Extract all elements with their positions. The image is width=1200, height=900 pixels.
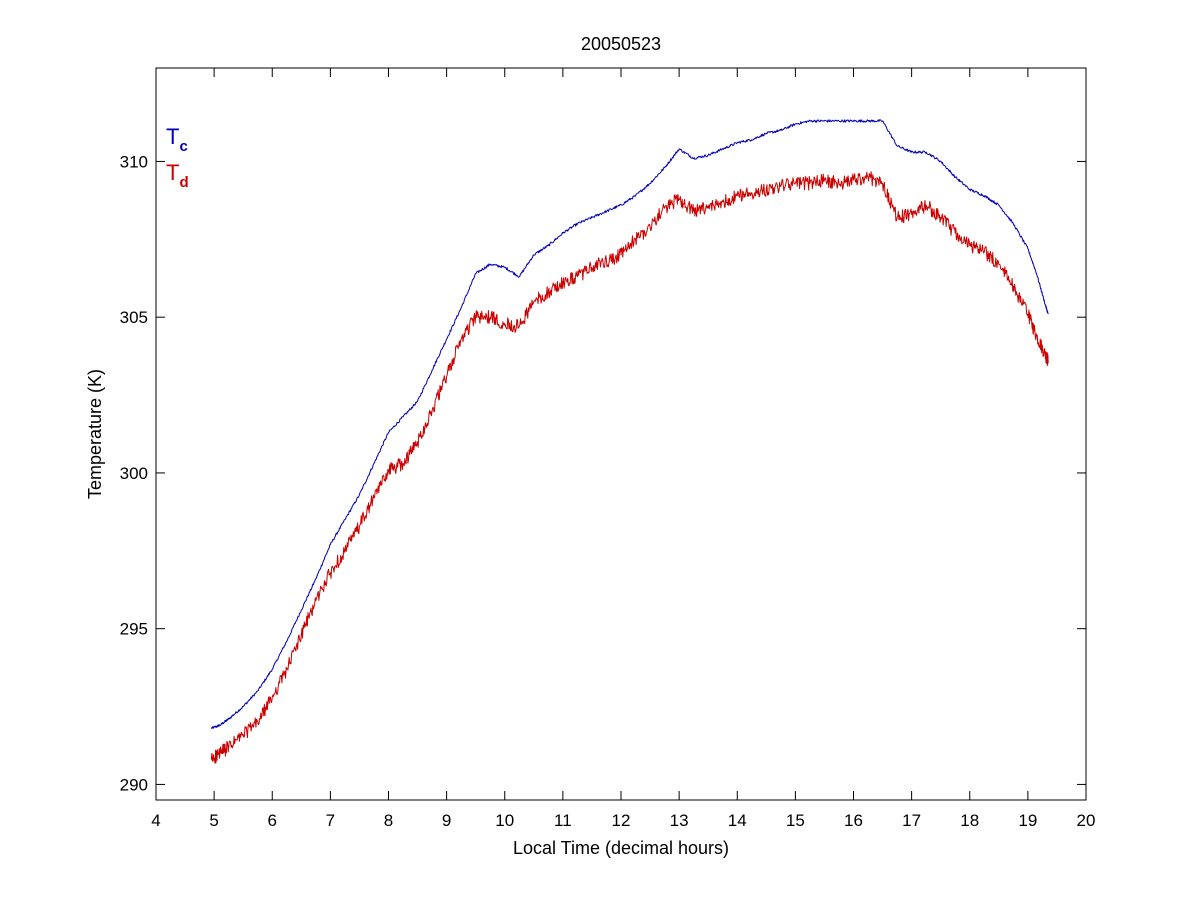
x-axis-label: Local Time (decimal hours) (513, 838, 729, 858)
legend-entry-1-main: T (166, 124, 179, 149)
legend: Tc Td (166, 124, 189, 191)
x-tick-label: 18 (960, 811, 979, 830)
x-tick-label: 20 (1077, 811, 1096, 830)
x-tick-label: 17 (902, 811, 921, 830)
x-tick-label: 19 (1018, 811, 1037, 830)
plot-area (156, 68, 1086, 800)
x-tick-label: 4 (151, 811, 160, 830)
x-tick-label: 12 (612, 811, 631, 830)
legend-entry-1: Tc (166, 124, 188, 155)
x-axis-ticks: 4 5 6 7 8 9 10 11 12 13 14 15 16 17 18 19 20 (151, 68, 1095, 830)
series-group (210, 119, 1049, 764)
y-tick-label: 310 (120, 152, 148, 171)
x-tick-label: 6 (268, 811, 277, 830)
legend-entry-2-main: T (166, 160, 179, 185)
x-tick-label: 10 (495, 811, 514, 830)
y-tick-label: 295 (120, 620, 148, 639)
legend-entry-2-sub: d (179, 174, 188, 191)
y-tick-label: 305 (120, 308, 148, 327)
series-line-1 (210, 119, 1049, 730)
x-tick-label: 9 (442, 811, 451, 830)
y-axis-label: Temperature (K) (85, 369, 105, 499)
y-tick-label: 300 (120, 464, 148, 483)
y-axis-ticks: 290 295 300 305 310 (120, 152, 1086, 794)
x-tick-label: 16 (844, 811, 863, 830)
legend-entry-2: Td (166, 160, 189, 191)
x-tick-label: 7 (326, 811, 335, 830)
x-tick-label: 13 (670, 811, 689, 830)
x-tick-label: 5 (209, 811, 218, 830)
x-tick-label: 8 (384, 811, 393, 830)
x-tick-label: 11 (554, 811, 572, 830)
chart-title: 20050523 (581, 34, 661, 54)
x-tick-label: 15 (786, 811, 805, 830)
y-tick-label: 290 (120, 775, 148, 794)
legend-entry-1-sub: c (179, 138, 187, 155)
series-line-2 (210, 171, 1049, 764)
x-tick-label: 14 (728, 811, 747, 830)
